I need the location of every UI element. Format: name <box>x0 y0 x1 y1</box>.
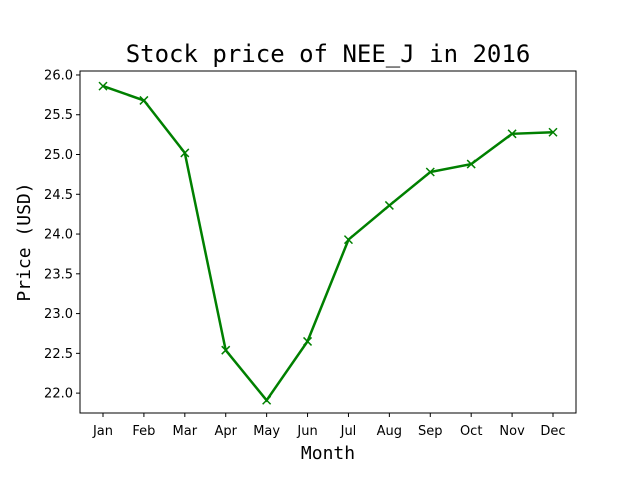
y-tick-label: 24.0 <box>44 228 73 243</box>
data-point-marker <box>262 395 272 405</box>
x-tick-label: Sep <box>418 424 443 439</box>
y-tick-label: 25.5 <box>44 108 73 123</box>
x-tick-label: Jan <box>92 424 113 439</box>
y-tick-label: 22.0 <box>44 387 73 402</box>
y-tick-label: 23.5 <box>44 267 73 282</box>
y-tick-label: 24.5 <box>44 188 73 203</box>
x-axis-label: Month <box>301 443 355 464</box>
data-point-marker <box>548 127 558 137</box>
data-point-marker <box>180 148 190 158</box>
x-tick-label: Mar <box>173 424 198 439</box>
x-tick-label: Dec <box>540 424 565 439</box>
x-tick-label: Feb <box>132 424 155 439</box>
data-point-marker <box>466 159 476 169</box>
x-tick-label: Jul <box>340 424 357 439</box>
data-point-marker <box>139 95 149 105</box>
x-tick-label: Oct <box>460 424 482 439</box>
y-tick-label: 25.0 <box>44 148 73 163</box>
data-point-marker <box>221 345 231 355</box>
data-point-marker <box>425 167 435 177</box>
plot-area <box>79 70 577 414</box>
data-point-marker <box>343 235 353 245</box>
x-axis: Jan Feb Mar Apr May Jun Jul Aug Sep Oct Nov Dec <box>92 413 566 439</box>
price-line <box>102 84 554 403</box>
y-tick-label: 26.0 <box>44 68 73 83</box>
y-tick-label: 23.0 <box>44 307 73 322</box>
y-tick-label: 22.5 <box>44 347 73 362</box>
x-tick-label: Apr <box>214 424 237 439</box>
data-point-marker <box>384 200 394 210</box>
x-tick-label: Jun <box>296 424 317 439</box>
data-point-marker <box>98 81 108 91</box>
y-axis-label: Price (USD) <box>14 182 35 301</box>
data-point-marker <box>507 129 517 139</box>
data-markers <box>98 81 558 405</box>
x-tick-label: Aug <box>377 424 402 439</box>
x-tick-label: Nov <box>499 424 525 439</box>
chart-title: Stock price of NEE_J in 2016 <box>126 40 531 68</box>
x-tick-label: May <box>253 424 280 439</box>
data-point-marker <box>303 336 313 346</box>
y-axis: 22.0 22.5 23.0 23.5 24.0 24.5 25.0 25.5 26.0 <box>44 68 80 402</box>
